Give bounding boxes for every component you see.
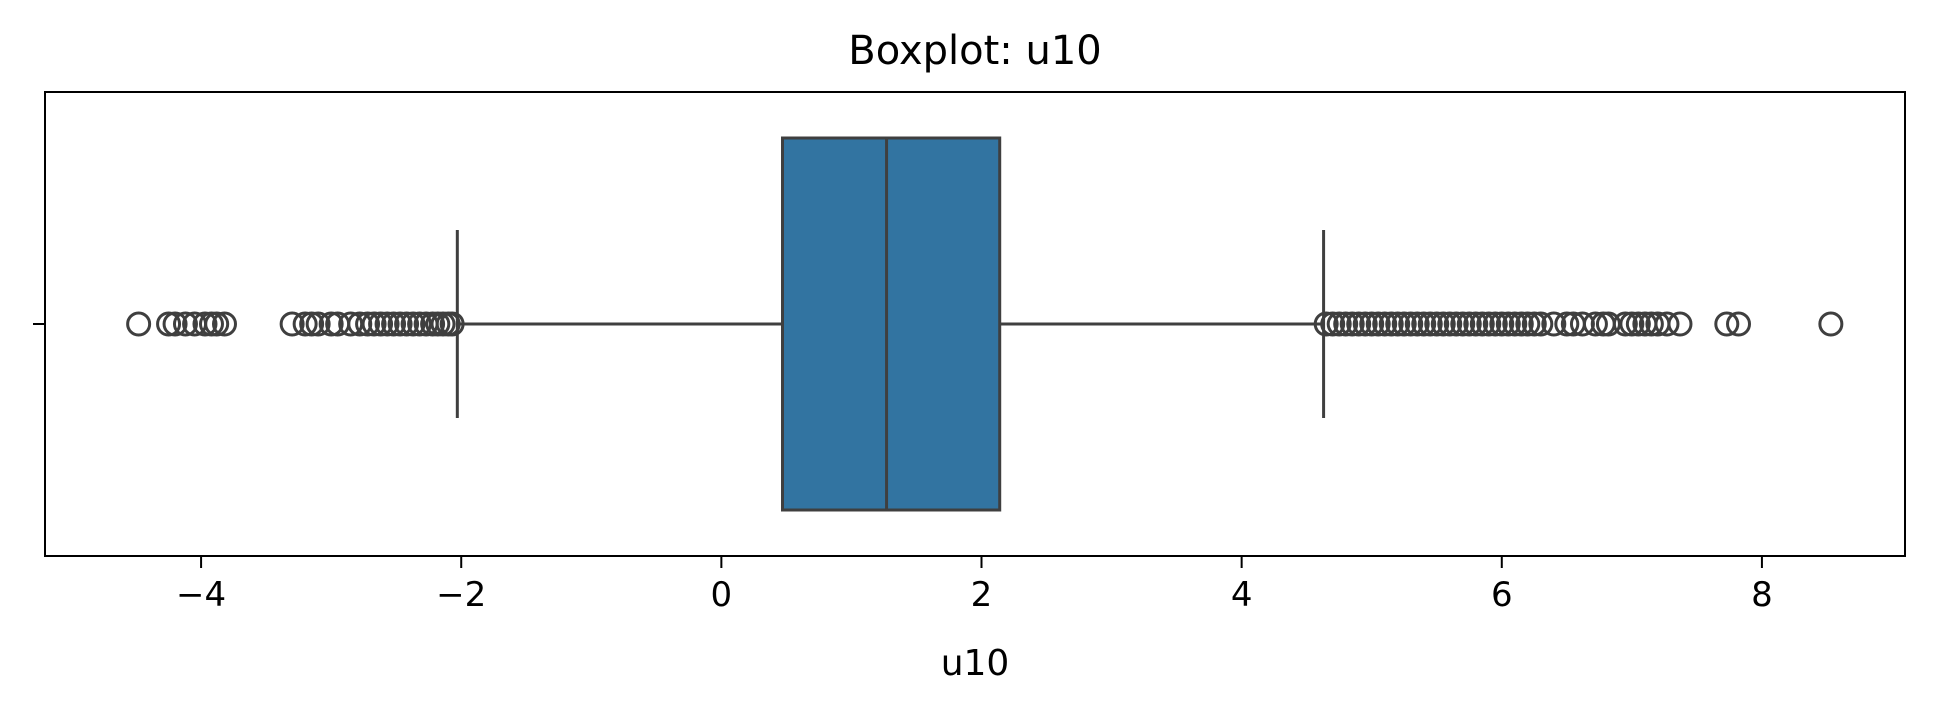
outlier-point <box>1469 311 1495 337</box>
x-tick-label: 6 <box>1491 575 1513 615</box>
outlier-point <box>1443 311 1469 337</box>
outlier-point <box>1385 311 1411 337</box>
outlier-point <box>1638 311 1664 337</box>
outlier-point <box>292 311 318 337</box>
x-tick-label: −4 <box>176 575 226 615</box>
iqr-box <box>780 136 1002 512</box>
outlier-point <box>1417 311 1443 337</box>
outlier-point <box>1476 311 1502 337</box>
outlier-point <box>1482 311 1508 337</box>
outlier-point <box>1391 311 1417 337</box>
outlier-point <box>1667 311 1693 337</box>
outlier-point <box>211 311 237 337</box>
outlier-point <box>1352 311 1378 337</box>
outlier-point <box>1359 311 1385 337</box>
outlier-point <box>1339 311 1365 337</box>
outlier-point <box>156 311 182 337</box>
outlier-point <box>1411 311 1437 337</box>
outlier-point <box>1541 311 1567 337</box>
outlier-point <box>1726 311 1752 337</box>
x-tick-label: 2 <box>971 575 993 615</box>
outlier-point <box>394 311 420 337</box>
outlier-point <box>204 311 230 337</box>
outlier-point <box>1619 311 1645 337</box>
outlier-point <box>1495 311 1521 337</box>
outlier-point <box>1398 311 1424 337</box>
outlier-point <box>1424 311 1450 337</box>
x-tick-label: −2 <box>436 575 486 615</box>
outlier-point <box>1521 311 1547 337</box>
outlier-point <box>1326 311 1352 337</box>
outlier-point <box>192 311 218 337</box>
outlier-point <box>1372 311 1398 337</box>
chart-title: Boxplot: u10 <box>848 28 1101 74</box>
outlier-point <box>368 311 394 337</box>
outlier-point <box>1612 311 1638 337</box>
outlier-point <box>381 311 407 337</box>
outlier-point <box>1437 311 1463 337</box>
outlier-point <box>172 311 198 337</box>
x-tick-label: 4 <box>1231 575 1253 615</box>
outlier-point <box>318 311 344 337</box>
outlier-point <box>1463 311 1489 337</box>
outlier-point <box>400 311 426 337</box>
outlier-point <box>1654 311 1680 337</box>
x-axis-label: u10 <box>941 643 1010 684</box>
outlier-point <box>1333 311 1359 337</box>
outlier-point <box>1508 311 1534 337</box>
outlier-point <box>1378 311 1404 337</box>
outlier-point <box>126 311 152 337</box>
outlier-point <box>1582 311 1608 337</box>
outlier-point <box>1554 311 1580 337</box>
outlier-point <box>1528 311 1554 337</box>
outlier-point <box>1515 311 1541 337</box>
outlier-point <box>1714 311 1740 337</box>
outlier-point <box>439 311 465 337</box>
x-tick-label: 0 <box>711 575 733 615</box>
outlier-point <box>1404 311 1430 337</box>
outlier-point <box>1489 311 1515 337</box>
outlier-point <box>1365 311 1391 337</box>
outlier-point <box>1502 311 1528 337</box>
outlier-point <box>299 311 325 337</box>
outlier-point <box>1625 311 1651 337</box>
outlier-point <box>1430 311 1456 337</box>
outlier-point <box>1456 311 1482 337</box>
outlier-point <box>361 311 387 337</box>
outlier-point <box>1320 311 1346 337</box>
outlier-point <box>162 311 188 337</box>
outlier-point <box>279 311 305 337</box>
outlier-point <box>1313 311 1339 337</box>
outlier-point <box>387 311 413 337</box>
outlier-point <box>305 311 331 337</box>
outlier-point <box>1450 311 1476 337</box>
x-tick-label: 8 <box>1751 575 1773 615</box>
outlier-point <box>355 311 381 337</box>
outlier-point <box>1346 311 1372 337</box>
outlier-point <box>374 311 400 337</box>
outlier-point <box>1818 311 1844 337</box>
